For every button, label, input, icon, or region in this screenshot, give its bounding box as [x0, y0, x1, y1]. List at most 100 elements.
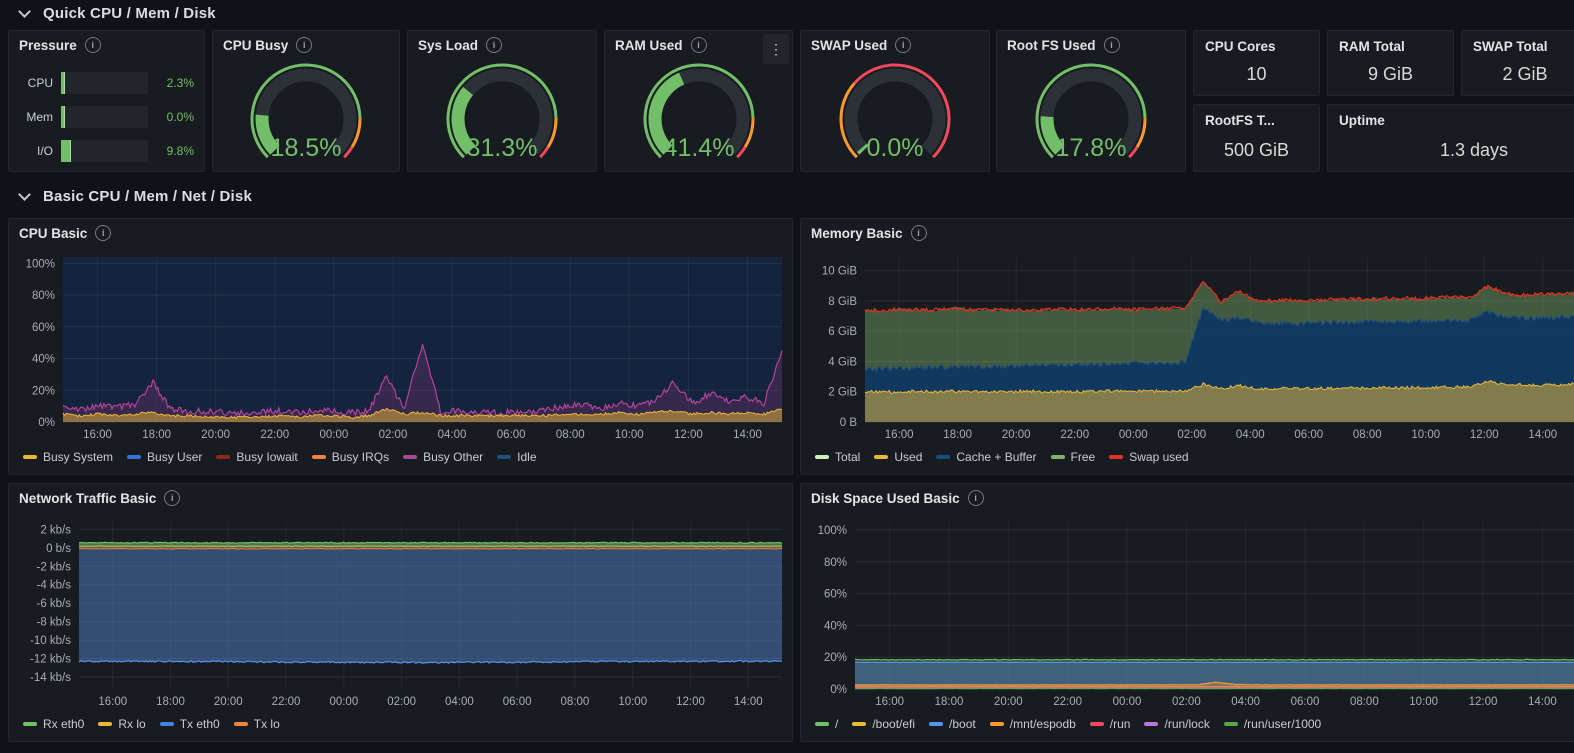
legend-item[interactable]: /boot/efi [852, 717, 915, 731]
y-axis-tick-label: 8 GiB [828, 296, 857, 308]
info-icon[interactable]: i [486, 37, 502, 53]
legend-swatch [497, 455, 511, 459]
panel-header[interactable]: Memory Basic i [801, 219, 1574, 247]
panel-cpu-basic: CPU Basic i 0%20%40%60%80%100%16:0018:00… [8, 218, 793, 475]
legend-item[interactable]: Tx lo [234, 717, 280, 731]
x-axis-tick-label: 18:00 [142, 429, 171, 441]
legend-item[interactable]: /run/user/1000 [1224, 717, 1321, 731]
pressure-row: CPU 2.3% [19, 71, 194, 95]
rootfs-used-gauge: 17.8% [997, 57, 1185, 169]
legend-item[interactable]: Busy IRQs [312, 450, 389, 464]
legend-item[interactable]: Busy Iowait [216, 450, 297, 464]
panel-header[interactable]: CPU Busy i [213, 31, 399, 59]
legend-item[interactable]: Busy Other [403, 450, 483, 464]
panel-header[interactable]: Pressure i [9, 31, 204, 59]
chart-svg: 0%20%40%60%80%100%16:0018:0020:0022:0000… [809, 514, 1574, 709]
panel-header[interactable]: Network Traffic Basic i [9, 484, 792, 512]
gauge-svg: 17.8% [1016, 57, 1166, 169]
series-area-0 [79, 548, 782, 664]
legend-item[interactable]: /run/lock [1144, 717, 1209, 731]
panel-header[interactable]: SWAP Used i [801, 31, 989, 59]
section-header-quick[interactable]: Quick CPU / Mem / Disk [20, 1, 216, 25]
panel-title: Network Traffic Basic [19, 491, 156, 506]
legend-label: Total [835, 450, 860, 464]
x-axis-tick-label: 02:00 [1172, 696, 1201, 708]
x-axis-tick-label: 04:00 [438, 429, 467, 441]
legend-item[interactable]: Cache + Buffer [936, 450, 1036, 464]
info-icon[interactable]: i [296, 37, 312, 53]
legend-item[interactable]: / [815, 717, 838, 731]
y-axis-tick-label: 40% [32, 354, 55, 366]
memory-basic-plot[interactable]: 0 B2 GiB4 GiB6 GiB8 GiB10 GiB16:0018:002… [809, 249, 1574, 442]
legend-swatch [929, 722, 943, 726]
legend-item[interactable]: Idle [497, 450, 536, 464]
info-icon[interactable]: i [691, 37, 707, 53]
x-axis-tick-label: 02:00 [379, 429, 408, 441]
pressure-bar-fill [61, 106, 65, 128]
legend-item[interactable]: /boot [929, 717, 976, 731]
legend-item[interactable]: Tx eth0 [160, 717, 220, 731]
legend-label: Used [894, 450, 922, 464]
info-icon[interactable]: i [164, 490, 180, 506]
panel-header[interactable]: Sys Load i [408, 31, 596, 59]
info-icon[interactable]: i [911, 225, 927, 241]
legend-item[interactable]: Busy System [23, 450, 113, 464]
info-icon[interactable]: i [95, 225, 111, 241]
info-icon[interactable]: i [1104, 37, 1120, 53]
y-axis-tick-label: 60% [824, 589, 847, 601]
pressure-value: 9.8% [156, 144, 194, 158]
info-icon[interactable]: i [85, 37, 101, 53]
legend-item[interactable]: Busy User [127, 450, 202, 464]
chart-svg: 0 B2 GiB4 GiB6 GiB8 GiB10 GiB16:0018:002… [809, 249, 1574, 442]
info-icon[interactable]: i [968, 490, 984, 506]
panel-title: SWAP Used [811, 38, 887, 53]
panel-title: CPU Basic [19, 226, 87, 241]
y-axis-tick-label: 20% [824, 652, 847, 664]
x-axis-tick-label: 14:00 [1528, 696, 1557, 708]
legend-label: Tx eth0 [180, 717, 220, 731]
cpu-basic-plot[interactable]: 0%20%40%60%80%100%16:0018:0020:0022:0000… [17, 249, 788, 442]
panel-header[interactable]: Disk Space Used Basic i [801, 484, 1574, 512]
panel-title: Root FS Used [1007, 38, 1096, 53]
legend-swatch [936, 455, 950, 459]
info-icon[interactable]: i [895, 37, 911, 53]
legend-label: /boot [949, 717, 976, 731]
panel-header[interactable]: CPU Basic i [9, 219, 792, 247]
section-title: Quick CPU / Mem / Disk [43, 5, 216, 22]
legend-swatch [1051, 455, 1065, 459]
y-axis-tick-label: 80% [824, 557, 847, 569]
legend-label: /boot/efi [872, 717, 915, 731]
legend-item[interactable]: /mnt/espodb [990, 717, 1076, 731]
section-header-basic[interactable]: Basic CPU / Mem / Net / Disk [20, 184, 252, 208]
y-axis-tick-label: 0% [38, 417, 55, 429]
network-traffic-plot[interactable]: 2 kb/s0 b/s-2 kb/s-4 kb/s-6 kb/s-8 kb/s-… [17, 514, 788, 709]
panel-rootfs-total: RootFS T... 500 GiB [1193, 104, 1320, 172]
legend-item[interactable]: Used [874, 450, 922, 464]
gauge-value-label: 18.5% [271, 134, 342, 162]
legend-label: Busy User [147, 450, 202, 464]
chart-svg: 2 kb/s0 b/s-2 kb/s-4 kb/s-6 kb/s-8 kb/s-… [17, 514, 788, 709]
legend-item[interactable]: Free [1051, 450, 1096, 464]
legend-swatch [874, 455, 888, 459]
legend-item[interactable]: /run [1090, 717, 1131, 731]
legend-item[interactable]: Rx eth0 [23, 717, 84, 731]
panel-header[interactable]: Root FS Used i [997, 31, 1185, 59]
legend-item[interactable]: Total [815, 450, 860, 464]
y-axis-tick-label: 2 kb/s [40, 524, 71, 536]
x-axis-tick-label: 04:00 [1231, 696, 1260, 708]
legend-item[interactable]: Rx lo [98, 717, 145, 731]
x-axis-tick-label: 16:00 [83, 429, 112, 441]
legend-swatch [1109, 455, 1123, 459]
legend-item[interactable]: Swap used [1109, 450, 1188, 464]
pressure-bar [61, 72, 148, 94]
x-axis-tick-label: 18:00 [935, 696, 964, 708]
legend-swatch [1144, 722, 1158, 726]
y-axis-tick-label: -14 kb/s [30, 672, 71, 684]
x-axis-tick-label: 20:00 [214, 696, 243, 708]
x-axis-tick-label: 22:00 [1053, 696, 1082, 708]
gauge-value-label: 41.4% [663, 134, 734, 162]
disk-space-plot[interactable]: 0%20%40%60%80%100%16:0018:0020:0022:0000… [809, 514, 1574, 709]
pressure-value: 2.3% [156, 76, 194, 90]
panel-title: RAM Used [615, 38, 683, 53]
x-axis-tick-label: 04:00 [445, 696, 474, 708]
